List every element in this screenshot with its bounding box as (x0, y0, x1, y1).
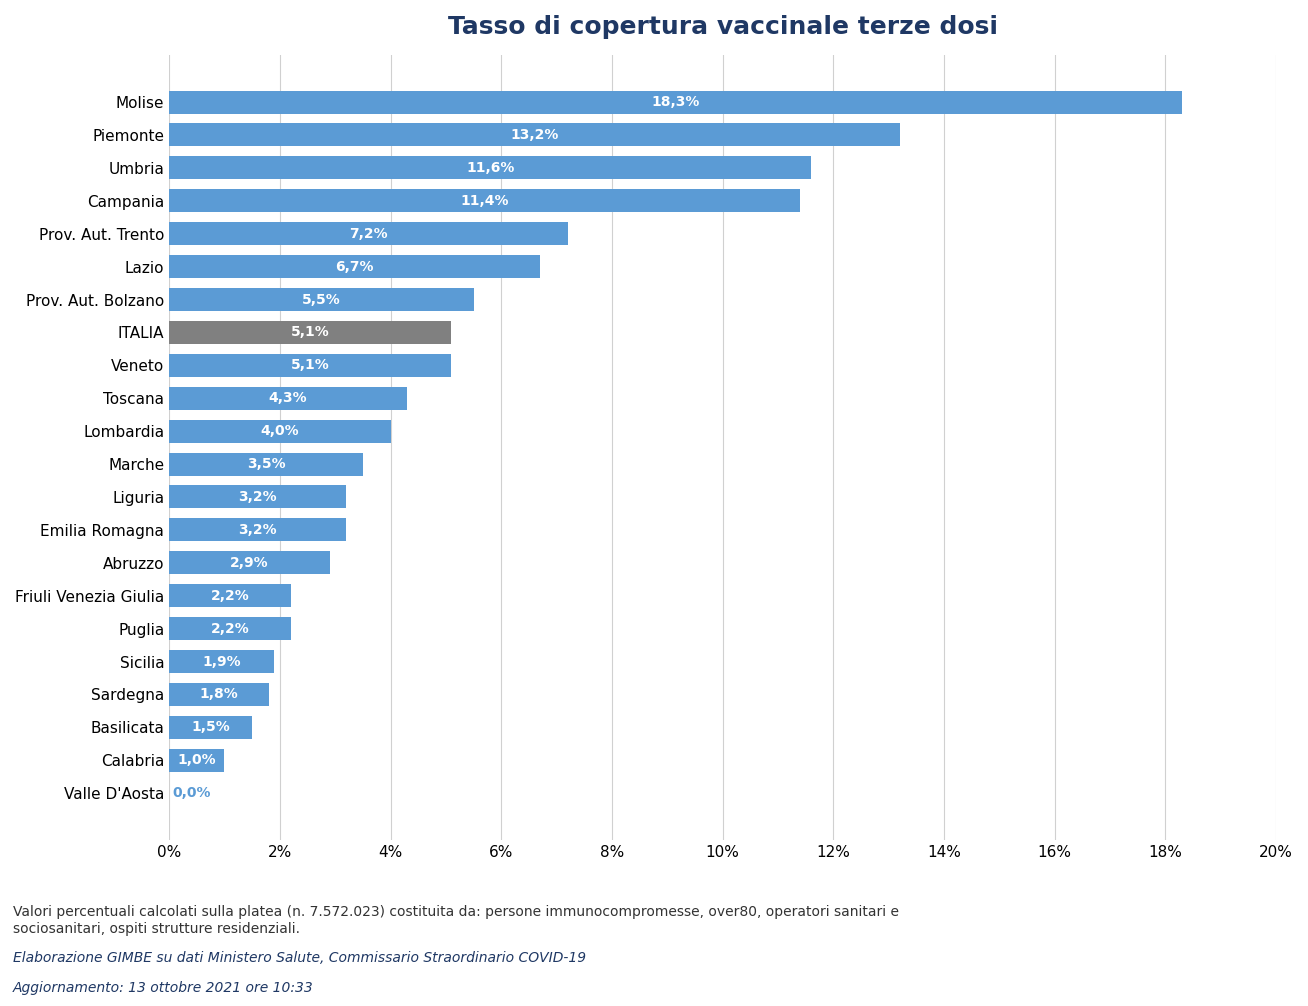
Text: 5,1%: 5,1% (290, 325, 330, 339)
Text: 2,2%: 2,2% (211, 622, 250, 636)
Text: 5,5%: 5,5% (302, 293, 340, 307)
Text: 3,2%: 3,2% (238, 490, 277, 504)
Text: 2,9%: 2,9% (230, 555, 268, 569)
Bar (169, 124, 900, 147)
Bar (169, 156, 811, 179)
Text: 1,8%: 1,8% (200, 687, 238, 701)
Text: 5,1%: 5,1% (290, 358, 330, 372)
Text: Elaborazione GIMBE su dati Ministero Salute, Commissario Straordinario COVID-19: Elaborazione GIMBE su dati Ministero Sal… (13, 951, 586, 965)
Bar (169, 716, 252, 738)
Bar (169, 288, 473, 311)
Text: 11,6%: 11,6% (466, 161, 514, 175)
Text: 7,2%: 7,2% (349, 226, 387, 240)
Bar (169, 321, 451, 344)
Bar (169, 486, 347, 508)
Bar (169, 354, 451, 377)
Text: 6,7%: 6,7% (335, 260, 374, 274)
Text: 1,9%: 1,9% (203, 655, 241, 669)
Text: 13,2%: 13,2% (510, 128, 559, 142)
Bar (169, 91, 1182, 114)
Text: Aggiornamento: 13 ottobre 2021 ore 10:33: Aggiornamento: 13 ottobre 2021 ore 10:33 (13, 981, 314, 995)
Text: 3,2%: 3,2% (238, 523, 277, 537)
Bar (169, 386, 407, 409)
Text: 4,3%: 4,3% (269, 391, 307, 405)
Text: 3,5%: 3,5% (247, 457, 285, 471)
Bar (169, 222, 568, 245)
Title: Tasso di copertura vaccinale terze dosi: Tasso di copertura vaccinale terze dosi (447, 15, 998, 39)
Text: 4,0%: 4,0% (260, 425, 300, 439)
Bar (169, 518, 347, 541)
Text: 18,3%: 18,3% (651, 95, 700, 109)
Bar (169, 551, 330, 574)
Bar (169, 617, 290, 640)
Bar (169, 189, 800, 212)
Bar (169, 420, 391, 443)
Text: 1,0%: 1,0% (178, 753, 216, 768)
Text: 2,2%: 2,2% (211, 589, 250, 603)
Text: 1,5%: 1,5% (191, 720, 230, 734)
Text: 11,4%: 11,4% (460, 194, 509, 208)
Bar (169, 748, 225, 772)
Bar (169, 650, 275, 673)
Bar (169, 584, 290, 608)
Text: 0,0%: 0,0% (171, 786, 211, 800)
Bar (169, 453, 362, 476)
Bar (169, 256, 540, 278)
Bar (169, 683, 268, 706)
Text: Valori percentuali calcolati sulla platea (n. 7.572.023) costituita da: persone : Valori percentuali calcolati sulla plate… (13, 905, 899, 936)
